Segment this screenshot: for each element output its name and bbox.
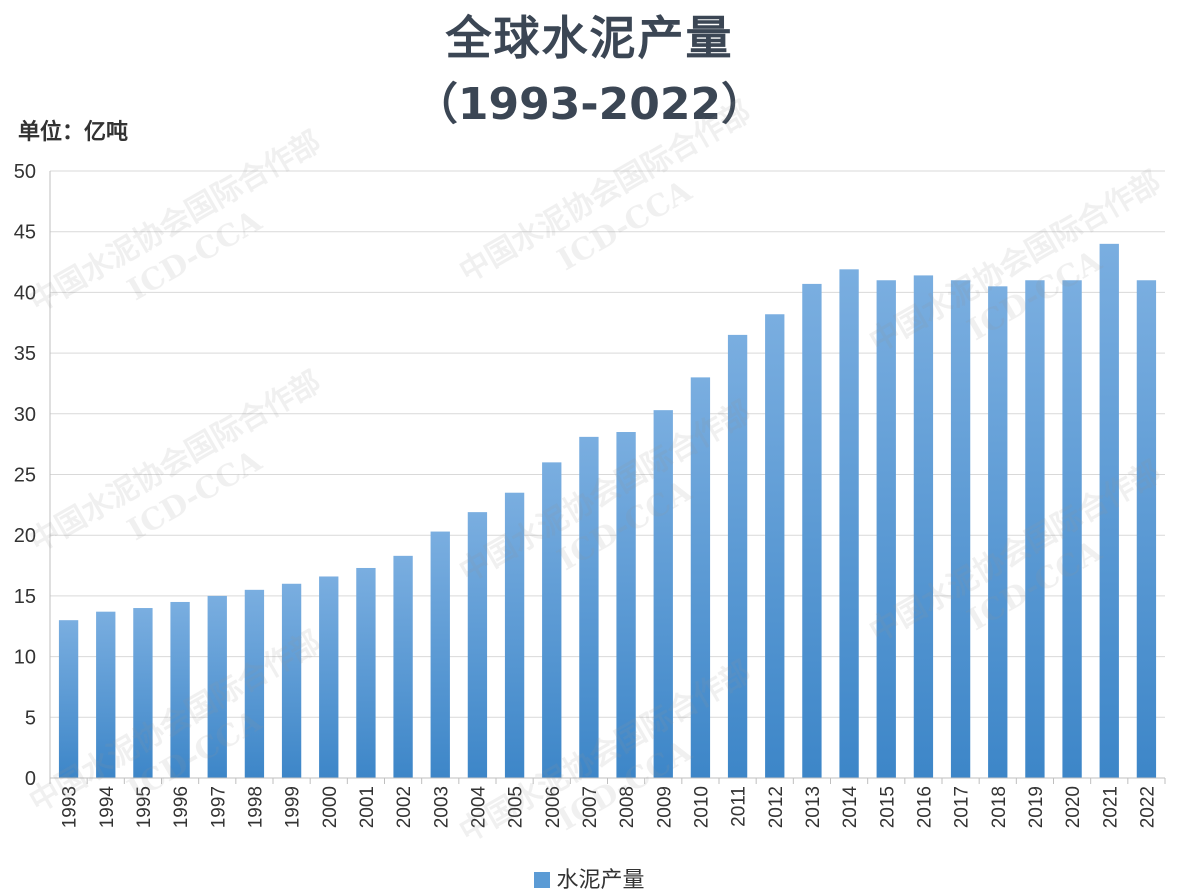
bar-2004 bbox=[467, 512, 488, 778]
bar-2000 bbox=[319, 576, 339, 778]
x-tick-label: 2012 bbox=[766, 786, 787, 828]
bar-2010 bbox=[690, 377, 711, 778]
x-tick-label: 2021 bbox=[1100, 786, 1121, 828]
bar-2015 bbox=[876, 280, 896, 778]
bar-2012 bbox=[765, 314, 785, 778]
x-tick-label: 2006 bbox=[543, 786, 564, 828]
x-tick-label: 2016 bbox=[914, 786, 935, 828]
x-tick-label: 1995 bbox=[134, 786, 155, 828]
legend-swatch bbox=[534, 872, 551, 888]
bar-1998 bbox=[244, 589, 265, 778]
x-tick-label: 1999 bbox=[283, 786, 304, 828]
y-tick-label: 25 bbox=[14, 465, 36, 487]
x-tick-label: 2019 bbox=[1026, 786, 1047, 828]
bar-1995 bbox=[133, 608, 153, 778]
bar-2007 bbox=[579, 436, 599, 778]
bar-2011 bbox=[727, 334, 748, 778]
bar-2019 bbox=[1025, 280, 1045, 778]
chart-title: 全球水泥产量 bbox=[445, 11, 734, 65]
x-tick-label: 2015 bbox=[877, 786, 898, 828]
x-tick-label: 2003 bbox=[431, 786, 452, 828]
bar-2016 bbox=[913, 275, 934, 778]
bar-2013 bbox=[802, 283, 822, 778]
x-tick-label: 2007 bbox=[580, 786, 601, 828]
x-tick-label: 2022 bbox=[1137, 786, 1158, 828]
legend-label: 水泥产量 bbox=[556, 868, 645, 893]
bars bbox=[58, 243, 1157, 779]
bar-2009 bbox=[653, 410, 673, 778]
bar-2021 bbox=[1099, 243, 1119, 779]
y-tick-label: 45 bbox=[14, 222, 36, 244]
x-tick-label: 2000 bbox=[320, 786, 341, 828]
x-tick-label: 2009 bbox=[654, 786, 675, 828]
x-tick-label: 2001 bbox=[357, 786, 378, 828]
x-tick-label: 2014 bbox=[840, 786, 861, 829]
y-tick-label: 10 bbox=[14, 647, 36, 669]
axes: 0 5 10 15 20 25 30 35 40 45 50 1993 1994 1995 1996 1997… bbox=[14, 161, 1166, 829]
bar-2008 bbox=[616, 432, 636, 778]
bar-2020 bbox=[1062, 280, 1082, 778]
bar-2005 bbox=[504, 492, 525, 778]
y-tick-label: 35 bbox=[14, 343, 36, 365]
bar-2002 bbox=[393, 555, 413, 778]
unit-label: 单位：亿吨 bbox=[18, 120, 129, 145]
y-tick-label: 30 bbox=[14, 404, 36, 426]
bar-2001 bbox=[356, 567, 376, 778]
y-tick-label: 5 bbox=[25, 707, 36, 729]
bar-2017 bbox=[950, 280, 971, 778]
bar-2003 bbox=[430, 531, 450, 778]
y-tick-label: 20 bbox=[14, 525, 36, 547]
bar-1996 bbox=[170, 601, 190, 778]
x-tick-label: 2002 bbox=[394, 786, 415, 828]
bar-2022 bbox=[1136, 280, 1157, 778]
bar-2014 bbox=[839, 269, 859, 778]
y-tick-label: 50 bbox=[14, 161, 36, 183]
x-tick-label: 2018 bbox=[989, 786, 1010, 828]
x-tick-label: 2008 bbox=[617, 786, 638, 828]
bar-2018 bbox=[988, 286, 1008, 778]
bar-2006 bbox=[542, 462, 562, 778]
x-tick-label: 1998 bbox=[245, 786, 266, 828]
bar-1994 bbox=[96, 611, 116, 778]
x-tick-label: 2017 bbox=[952, 786, 973, 828]
x-tick-label: 2020 bbox=[1063, 786, 1084, 828]
x-tick-label: 2011 bbox=[729, 786, 750, 827]
x-tick-label: 1996 bbox=[171, 786, 192, 828]
x-tick-label: 2004 bbox=[468, 786, 489, 829]
y-tick-label: 15 bbox=[14, 586, 36, 608]
x-tick-label: 1994 bbox=[97, 786, 118, 829]
x-tick-label: 1997 bbox=[208, 786, 229, 828]
bar-1993 bbox=[58, 620, 79, 778]
bar-1999 bbox=[281, 583, 302, 778]
y-tick-label: 0 bbox=[25, 768, 36, 790]
bar-1997 bbox=[207, 595, 227, 778]
gridlines bbox=[50, 170, 1165, 718]
x-tick-label: 2013 bbox=[803, 786, 824, 828]
x-tick-label: 1993 bbox=[60, 786, 81, 828]
x-tick-label: 2005 bbox=[506, 786, 527, 828]
x-tick-label: 2010 bbox=[691, 786, 712, 828]
y-tick-label: 40 bbox=[14, 282, 36, 304]
legend: 水泥产量 bbox=[0, 862, 1179, 894]
chart-subtitle: （1993-2022） bbox=[413, 79, 766, 130]
